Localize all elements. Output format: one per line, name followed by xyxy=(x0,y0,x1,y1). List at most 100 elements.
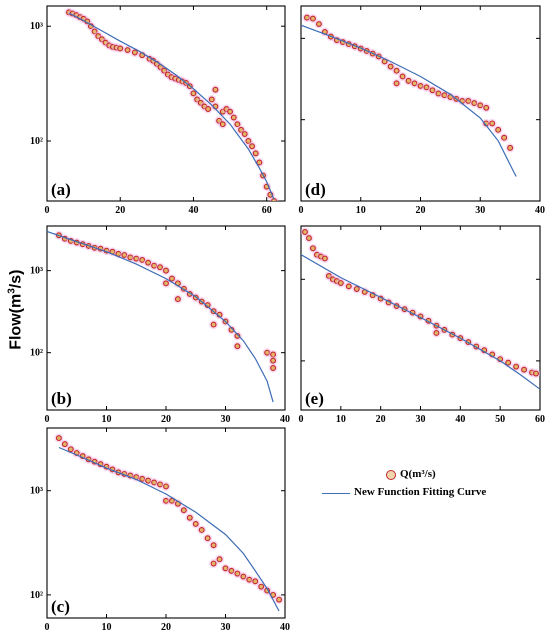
data-point xyxy=(230,114,237,121)
data-point xyxy=(489,120,496,127)
fitting-curve xyxy=(58,446,280,612)
x-tick-label: 10 xyxy=(102,622,112,633)
panel-b: 0 10 20 30 40 10² 10³ (b) xyxy=(30,225,290,425)
panel-label: (c) xyxy=(51,597,70,616)
panel-a: 0 20 40 60 10² 10³ (a) xyxy=(30,5,286,216)
data-point xyxy=(387,63,394,70)
data-points xyxy=(301,227,540,379)
data-point xyxy=(483,104,490,111)
data-points xyxy=(64,7,279,201)
data-point xyxy=(433,329,440,336)
x-tick-label: 30 xyxy=(221,622,231,633)
fitting-curve xyxy=(47,230,274,403)
data-point xyxy=(174,296,181,303)
x-tick-label: 0 xyxy=(299,414,304,425)
data-point xyxy=(208,96,215,103)
circle-marker-icon xyxy=(386,470,396,480)
x-tick-label: 10 xyxy=(336,414,346,425)
data-point xyxy=(507,144,514,151)
data-point xyxy=(245,138,252,144)
data-point xyxy=(227,108,234,115)
x-tick-label: 10 xyxy=(102,414,112,425)
panel-c: 0 10 20 30 40 10² 10³ (c) xyxy=(30,427,290,633)
y-axis-label-main: Flow(m xyxy=(7,293,25,350)
y-tick-label: 10³ xyxy=(30,266,43,277)
data-point xyxy=(393,80,400,87)
x-tick-label: 20 xyxy=(161,622,171,633)
data-point xyxy=(163,280,169,287)
data-point xyxy=(163,267,169,274)
data-point xyxy=(157,264,164,271)
data-point xyxy=(353,286,360,292)
x-tick-label: 10 xyxy=(356,205,366,216)
y-axis-label: Flow(m3/s) xyxy=(6,250,25,370)
x-tick-label: 0 xyxy=(45,205,50,216)
data-point xyxy=(131,49,138,56)
data-points xyxy=(54,230,278,373)
legend-label-fit: New Function Fitting Curve xyxy=(354,486,487,498)
data-points xyxy=(54,433,284,605)
x-tick-label: 40 xyxy=(280,622,290,633)
data-point xyxy=(180,507,187,514)
data-point xyxy=(306,235,312,242)
data-point xyxy=(302,229,308,235)
data-point xyxy=(315,21,322,27)
panel-label: (a) xyxy=(51,180,71,199)
data-point xyxy=(501,134,508,141)
data-point xyxy=(234,570,241,577)
x-tick-label: 40 xyxy=(280,414,290,425)
line-swatch-icon xyxy=(322,493,350,494)
data-point xyxy=(429,87,436,94)
data-point xyxy=(210,542,217,549)
x-tick-label: 40 xyxy=(535,205,545,216)
legend: Q(m³/s) New Function Fitting Curve xyxy=(320,468,545,508)
data-point xyxy=(505,359,512,366)
y-tick-label: 10³ xyxy=(30,486,43,497)
x-tick-label: 50 xyxy=(495,414,505,425)
data-points xyxy=(302,13,515,153)
data-point xyxy=(169,275,175,282)
data-point xyxy=(210,560,217,567)
fitting-curve xyxy=(301,24,517,177)
data-point xyxy=(212,86,219,93)
x-tick-label: 40 xyxy=(188,205,198,216)
data-point xyxy=(337,280,344,286)
data-point xyxy=(270,357,277,364)
data-point xyxy=(210,321,217,328)
data-point xyxy=(241,131,248,137)
panel-label: (e) xyxy=(305,389,324,408)
data-point xyxy=(240,573,247,580)
data-point xyxy=(234,121,241,128)
data-point xyxy=(219,121,226,128)
data-point xyxy=(204,535,211,542)
data-point xyxy=(186,514,193,521)
data-point xyxy=(256,159,263,166)
data-point xyxy=(124,47,131,53)
data-point xyxy=(205,106,212,112)
data-point xyxy=(252,150,259,157)
x-tick-label: 20 xyxy=(161,414,171,425)
data-point xyxy=(67,446,74,453)
data-point xyxy=(321,255,328,262)
x-tick-label: 30 xyxy=(475,205,485,216)
x-tick-label: 0 xyxy=(45,622,50,633)
x-tick-label: 0 xyxy=(45,414,50,425)
plot-frame xyxy=(46,5,286,202)
data-point xyxy=(310,15,316,22)
x-tick-label: 40 xyxy=(455,414,465,425)
fitting-curve xyxy=(301,254,540,390)
panel-label: (d) xyxy=(305,180,326,199)
data-point xyxy=(249,143,255,150)
data-point xyxy=(521,366,528,373)
plot-frame xyxy=(46,225,286,411)
data-point xyxy=(393,67,400,74)
y-axis-label-close: /s) xyxy=(7,269,25,289)
data-point xyxy=(513,363,520,370)
panel-d: 0 10 20 30 40 (d) xyxy=(299,5,545,216)
data-point xyxy=(234,343,241,350)
data-point xyxy=(117,45,124,52)
data-point xyxy=(423,84,430,91)
data-point xyxy=(270,365,277,371)
plot-frame xyxy=(300,5,541,202)
